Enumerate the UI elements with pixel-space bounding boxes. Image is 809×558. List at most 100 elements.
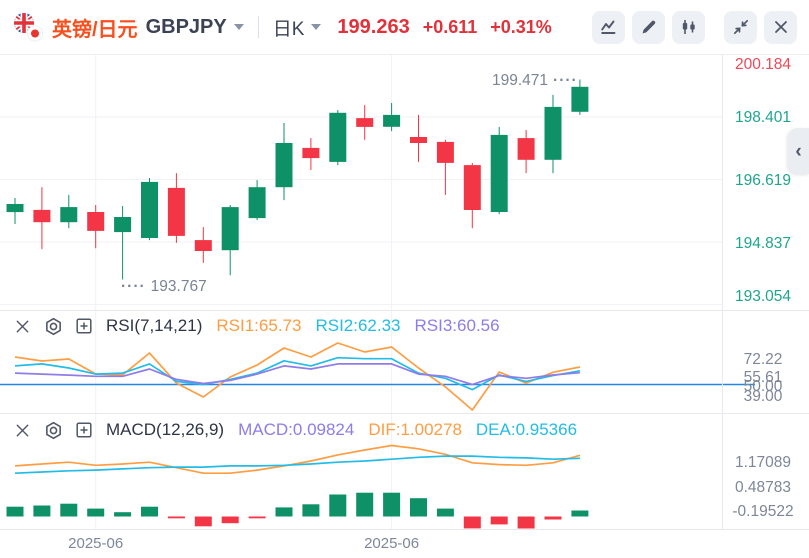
candle-body[interactable] — [60, 207, 78, 223]
candle-body[interactable] — [6, 204, 24, 213]
annotation-text: 199.471 — [492, 72, 549, 89]
macd-readout: MACD:0.09824 — [238, 420, 355, 439]
interval-label: 日K — [272, 18, 305, 40]
candle-body[interactable] — [544, 106, 562, 160]
macd-bar — [248, 516, 266, 519]
price-axis-label: 194.837 — [734, 235, 792, 252]
candle-body[interactable] — [383, 114, 401, 127]
macd-title: MACD(12,26,9) — [106, 420, 225, 439]
rsi-line-rsi2 — [14, 356, 581, 391]
annotation-leader-dots: ···· — [121, 278, 146, 295]
macd-bar — [6, 506, 24, 517]
macd-bar — [329, 494, 347, 517]
macd-bar — [463, 516, 481, 529]
price-change: +0.611 — [422, 16, 478, 37]
macd-axis-label: 0.48783 — [734, 479, 792, 496]
macd-close-button[interactable] — [12, 420, 32, 440]
macd-expand-button[interactable] — [74, 420, 94, 440]
close-button[interactable] — [764, 10, 797, 44]
candle-body[interactable] — [571, 86, 589, 112]
candlestick-series[interactable] — [6, 79, 589, 280]
macd-bar — [221, 516, 239, 524]
close-icon — [16, 424, 28, 436]
low-price-annotation: ···· 193.767 — [121, 278, 207, 296]
macd-bar — [436, 508, 454, 517]
macd-bar — [87, 508, 105, 517]
candle-body[interactable] — [141, 181, 158, 238]
pair-name: 英镑/日元 — [52, 18, 138, 41]
price-axis-label: 200.184 — [734, 56, 792, 73]
annotation-text: 193.767 — [150, 278, 207, 295]
candle-body[interactable] — [356, 118, 374, 127]
candle-body[interactable] — [221, 207, 239, 251]
rsi3-readout: RSI3:60.56 — [414, 316, 500, 335]
interval-selector[interactable]: 日K — [273, 14, 322, 41]
candle-body[interactable] — [463, 165, 481, 210]
macd-bar — [275, 507, 293, 517]
high-price-annotation: 199.471 ···· — [492, 72, 578, 90]
grid-lines — [0, 55, 722, 529]
candle-body[interactable] — [329, 112, 347, 162]
candle-body[interactable] — [114, 217, 132, 233]
macd-line-dif — [14, 444, 581, 475]
close-icon — [16, 320, 28, 332]
candle-body[interactable] — [517, 138, 535, 160]
rsi-line-rsi3 — [14, 363, 580, 386]
draw-button[interactable] — [632, 10, 665, 44]
candle-body[interactable] — [410, 137, 427, 143]
candle-body[interactable] — [490, 134, 508, 212]
collapse-panel-tab[interactable]: ‹ — [788, 128, 809, 174]
candle-body[interactable] — [194, 240, 212, 251]
candle-body[interactable] — [302, 147, 320, 159]
candle-body[interactable] — [275, 143, 293, 188]
close-icon — [774, 21, 787, 33]
macd-bar — [356, 492, 374, 517]
rsi-expand-button[interactable] — [74, 316, 94, 336]
price-axis-label: 198.401 — [734, 109, 792, 126]
macd-settings-button[interactable] — [43, 420, 63, 440]
macd-bar — [571, 510, 589, 517]
macd-axis-label: 1.17089 — [734, 454, 792, 471]
indicator-button[interactable] — [592, 10, 625, 44]
collapse-button[interactable] — [724, 10, 757, 44]
macd-bar — [141, 506, 158, 517]
price-change-percent: +0.31% — [490, 16, 552, 37]
gear-icon — [45, 317, 61, 335]
chevron-down-icon — [311, 24, 322, 30]
symbol-code: GBPJPY — [145, 15, 227, 38]
chevron-left-icon: ‹ — [795, 140, 802, 162]
gear-icon — [45, 421, 61, 439]
time-axis-label: 2025-06 — [68, 535, 124, 552]
plus-square-icon — [76, 422, 92, 438]
chart-header: 英镑/日元 GBPJPY 日K 199.263 +0.611 +0.31% — [0, 0, 809, 55]
candle-style-button[interactable] — [672, 10, 705, 44]
candle-body[interactable] — [33, 209, 51, 223]
chevron-down-icon — [233, 24, 244, 30]
dif-readout: DIF:1.00278 — [368, 420, 462, 439]
rsi1-readout: RSI1:65.73 — [216, 316, 302, 335]
rsi-pane-header: RSI(7,14,21) RSI1:65.73 RSI2:62.33 RSI3:… — [12, 314, 500, 338]
rsi-line-rsi1 — [14, 342, 581, 411]
time-axis-label: 2025-06 — [364, 535, 420, 552]
gbpjpy-flag-icon — [14, 13, 43, 42]
macd-bar — [383, 492, 401, 517]
macd-axis-label: -0.19522 — [732, 503, 794, 520]
macd-bar — [544, 516, 562, 520]
macd-bar — [194, 516, 212, 527]
collapse-arrows-icon — [733, 19, 748, 35]
candle-body[interactable] — [436, 141, 454, 163]
candle-body[interactable] — [167, 187, 185, 236]
candle-body[interactable] — [248, 187, 266, 219]
candle-body[interactable] — [87, 212, 105, 231]
symbol-selector[interactable]: GBPJPY — [146, 16, 244, 39]
pencil-icon — [642, 20, 655, 34]
rsi-settings-button[interactable] — [43, 316, 63, 336]
rsi-close-button[interactable] — [12, 316, 32, 336]
macd-bar — [33, 505, 51, 517]
rsi-title: RSI(7,14,21) — [106, 316, 203, 335]
candlestick-icon — [682, 20, 695, 34]
chart-toolbar — [592, 10, 797, 44]
rsi-axis-label: 39.00 — [743, 388, 783, 405]
